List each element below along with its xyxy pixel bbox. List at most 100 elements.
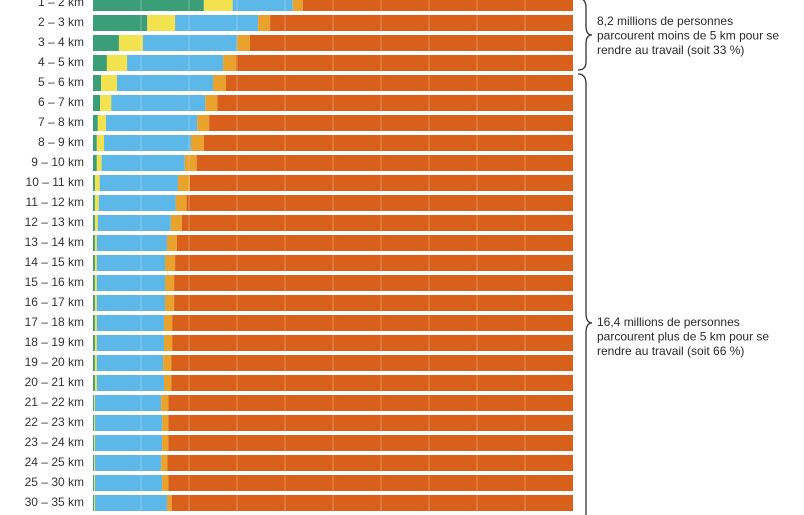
bar-segment [93,235,95,251]
bar-segment [168,395,574,411]
bar-segment [174,295,573,311]
bar-segment [96,335,165,351]
y-tick-label: 25 – 30 km [25,475,84,489]
bar-segment [94,275,97,291]
y-tick-label: 5 – 6 km [38,75,84,89]
bar-segment [93,335,95,351]
bar-segment [93,495,95,511]
bar-segment [94,375,97,391]
bar-segment [94,235,97,251]
bar-segment [96,135,105,151]
bar-segment [93,15,148,31]
bar-segment [236,55,574,71]
bar-segment [94,475,163,491]
y-tick-label: 24 – 25 km [25,455,84,469]
bar-segment [162,435,169,451]
bar-segment [175,15,259,31]
bar-segment [93,455,94,471]
bar-segment [168,415,574,431]
bar-segment [93,155,97,171]
bar-segment [223,55,237,71]
bar-segment [93,75,102,91]
bar-segment [93,435,94,451]
y-tick-label: 7 – 8 km [38,115,84,129]
bar-segment [99,175,178,191]
bar-segment [118,35,143,51]
bar-segment [94,215,98,231]
bar-segment [186,195,573,211]
bar-segment [97,115,106,131]
bar-segment [163,355,172,371]
annotation: rendre au travail (soit 33 %) [597,43,744,57]
bar-segment [93,475,95,491]
bar-segment [209,115,573,131]
bar-segment [171,495,573,511]
bar-segment [105,115,198,131]
y-tick-label: 17 – 18 km [25,315,84,329]
bar-segment [93,275,95,291]
bar-segment [189,175,573,191]
y-tick-label: 30 – 35 km [25,495,84,509]
bar-segment [94,435,163,451]
annotation: 16,4 millions de personnes [597,315,740,329]
bar-segment [164,375,172,391]
bar-segment [101,75,117,91]
y-tick-label: 13 – 14 km [25,235,84,249]
bar-segment [96,275,165,291]
bar-segment [168,475,574,491]
bar-segment [101,155,185,171]
bar-segment [196,155,573,171]
y-tick-label: 9 – 10 km [31,155,84,169]
y-tick-label: 19 – 20 km [25,355,84,369]
y-tick-label: 3 – 4 km [38,35,84,49]
y-tick-label: 18 – 19 km [25,335,84,349]
bar-segment [147,15,176,31]
bar-segment [171,375,574,391]
bar-segment [175,195,187,211]
bar-segment [175,255,573,271]
bar-segment [93,375,95,391]
bar-segment [93,215,95,231]
bar-segment [93,315,95,331]
bar-segment [96,255,165,271]
bar-segment [93,495,94,511]
bar-segment [93,395,94,411]
bar-segment [93,455,95,471]
bar-segment [94,335,97,351]
bar-segment [170,215,182,231]
y-tick-label: 1 – 2 km [38,0,84,9]
bar-segment [217,95,573,111]
annotation: parcourent moins de 5 km pour se [597,29,779,43]
bar-segment [93,415,95,431]
y-tick-label: 20 – 21 km [25,375,84,389]
bar-segment [127,55,224,71]
bar-segment [96,375,165,391]
bar-segment [168,435,574,451]
bar-segment [104,135,191,151]
bar-segment [184,155,197,171]
bar-segment [93,435,95,451]
bar-segment [93,115,98,131]
bar-segment [164,315,173,331]
bar-segment [142,35,237,51]
y-tick-label: 15 – 16 km [25,275,84,289]
bar-segment [93,395,95,411]
y-tick-label: 11 – 12 km [26,195,84,209]
bar-segment [94,315,97,331]
bar-segment [93,355,95,371]
bar-segment [165,275,175,291]
bar-segment [93,295,95,311]
y-tick-label: 23 – 24 km [25,435,84,449]
bar-segment [93,35,119,51]
bar-segment [177,235,573,251]
bar-segment [177,175,190,191]
bar-segment [232,0,293,11]
bar-segment [167,455,573,471]
annotation: 8,2 millions de personnes [597,14,733,28]
bar-segment [93,475,94,491]
bar-segment [249,35,573,51]
y-tick-label: 21 – 22 km [25,395,84,409]
bar-segment [94,495,167,511]
bar-segment [172,315,573,331]
bar-segment [96,235,167,251]
